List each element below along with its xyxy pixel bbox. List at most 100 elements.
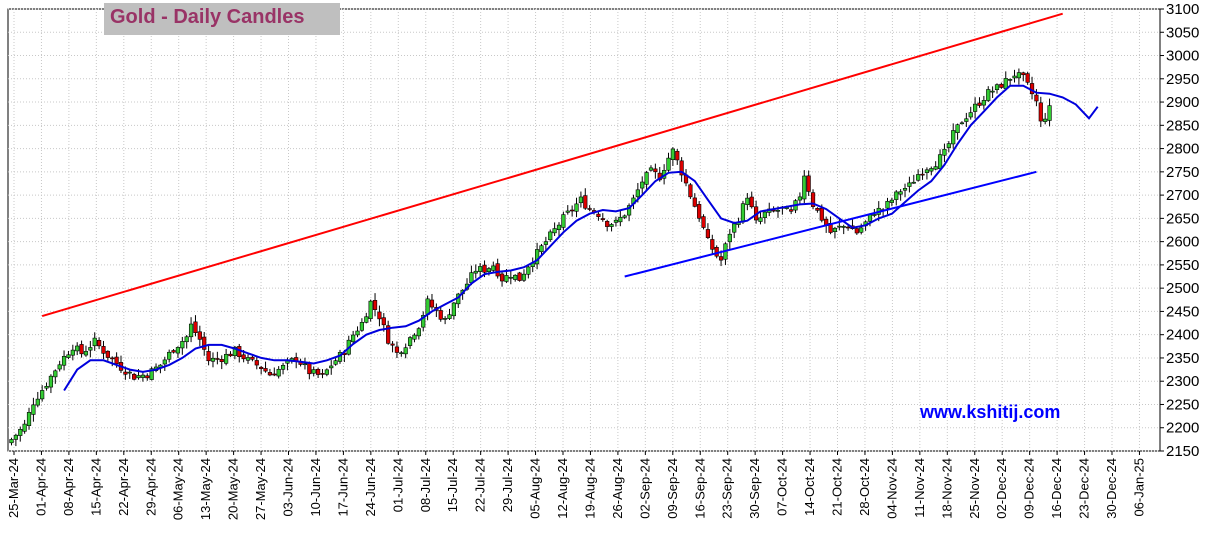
candle-up xyxy=(162,359,167,365)
y-tick-label: 3100 xyxy=(1166,1,1199,18)
candle-down xyxy=(977,102,982,106)
candle-up xyxy=(333,360,338,365)
x-tick-label: 20-May-24 xyxy=(226,458,241,520)
candle-up xyxy=(508,276,513,279)
candle-up xyxy=(245,357,251,361)
candle-down xyxy=(315,368,321,375)
candle-up xyxy=(403,347,408,355)
candle-down xyxy=(920,173,925,176)
x-tick-label: 13-May-24 xyxy=(198,458,213,520)
candle-up xyxy=(311,369,316,374)
x-tick-label: 30-Sep-24 xyxy=(747,458,762,519)
candle-down xyxy=(1025,73,1030,83)
candle-down xyxy=(806,175,811,192)
candle-up xyxy=(149,368,154,380)
candle-up xyxy=(837,225,842,228)
candle-down xyxy=(123,371,128,375)
candle-up xyxy=(644,172,649,185)
candle-up xyxy=(184,336,189,343)
candle-up xyxy=(40,390,45,400)
candle-down xyxy=(714,247,719,257)
candle-up xyxy=(22,423,27,432)
candle-down xyxy=(254,360,259,366)
candle-down xyxy=(429,299,435,308)
candle-down xyxy=(675,150,680,161)
candle-down xyxy=(819,207,824,221)
y-tick-label: 2800 xyxy=(1166,141,1199,158)
candle-up xyxy=(670,148,675,161)
candle-down xyxy=(600,218,605,221)
x-tick-label: 17-Jun-24 xyxy=(335,458,350,517)
candle-up xyxy=(359,322,365,331)
x-tick-label: 26-Aug-24 xyxy=(610,458,625,519)
y-tick-label: 2650 xyxy=(1166,210,1199,227)
candle-up xyxy=(951,130,956,145)
x-tick-label: 16-Sep-24 xyxy=(692,458,707,519)
x-tick-label: 19-Aug-24 xyxy=(582,458,597,519)
candle-up xyxy=(889,199,894,203)
plot-frame xyxy=(7,8,1161,452)
candle-down xyxy=(688,184,693,198)
x-tick-label: 25-Mar-24 xyxy=(6,458,21,518)
candle-up xyxy=(534,249,540,265)
x-tick-label: 21-Oct-24 xyxy=(830,458,845,516)
candle-down xyxy=(679,160,684,176)
candle-up xyxy=(469,272,474,284)
candle-down xyxy=(97,340,102,347)
candle-up xyxy=(75,345,80,352)
candle-up xyxy=(491,265,496,271)
y-tick-label: 2950 xyxy=(1166,71,1199,88)
candle-up xyxy=(924,169,930,173)
x-tick-label: 25-Nov-24 xyxy=(967,458,982,519)
candle-up xyxy=(425,298,430,315)
candle-down xyxy=(202,336,207,350)
candle-up xyxy=(443,318,448,320)
x-tick-label: 02-Sep-24 xyxy=(637,458,652,519)
candle-up xyxy=(937,154,943,170)
candle-up xyxy=(136,375,141,379)
candle-up xyxy=(561,214,566,228)
x-tick-label: 23-Sep-24 xyxy=(720,458,735,519)
candle-down xyxy=(845,226,851,229)
x-tick-label: 15-Jul-24 xyxy=(445,458,460,512)
y-tick-label: 2750 xyxy=(1166,164,1199,181)
candle-down xyxy=(193,321,198,334)
y-tick-label: 2300 xyxy=(1166,373,1199,390)
candle-down xyxy=(854,228,859,234)
candle-down xyxy=(438,310,443,320)
candle-up xyxy=(618,216,623,223)
candle-down xyxy=(206,351,211,362)
candle-up xyxy=(942,148,947,156)
candle-up xyxy=(955,124,960,133)
x-tick-label: 08-Apr-24 xyxy=(61,458,76,516)
candle-down xyxy=(495,263,500,277)
chart-title: Gold - Daily Candles xyxy=(110,6,305,28)
candle-up xyxy=(324,369,329,375)
candle-up xyxy=(946,143,951,148)
candle-down xyxy=(605,220,610,227)
candle-up xyxy=(92,337,97,347)
candle-down xyxy=(219,359,224,363)
candle-up xyxy=(859,227,864,233)
candle-down xyxy=(272,373,277,376)
candle-up xyxy=(412,334,417,340)
candle-up xyxy=(1008,79,1013,81)
candle-down xyxy=(596,213,601,217)
candle-down xyxy=(697,204,702,219)
candle-down xyxy=(815,207,820,211)
candle-down xyxy=(701,216,706,228)
x-tick-label: 01-Apr-24 xyxy=(33,458,48,516)
candle-down xyxy=(1034,94,1039,102)
candle-up xyxy=(972,103,978,112)
candle-up xyxy=(513,274,518,280)
candle-up xyxy=(578,196,583,204)
candle-up xyxy=(907,182,912,187)
candle-up xyxy=(526,266,531,275)
candle-down xyxy=(570,209,575,212)
candle-down xyxy=(241,354,246,360)
x-tick-label: 07-Oct-24 xyxy=(775,458,790,516)
x-tick-label: 22-Jul-24 xyxy=(473,458,488,512)
candle-down xyxy=(377,311,382,320)
candle-down xyxy=(114,356,119,365)
candle-up xyxy=(613,219,619,223)
